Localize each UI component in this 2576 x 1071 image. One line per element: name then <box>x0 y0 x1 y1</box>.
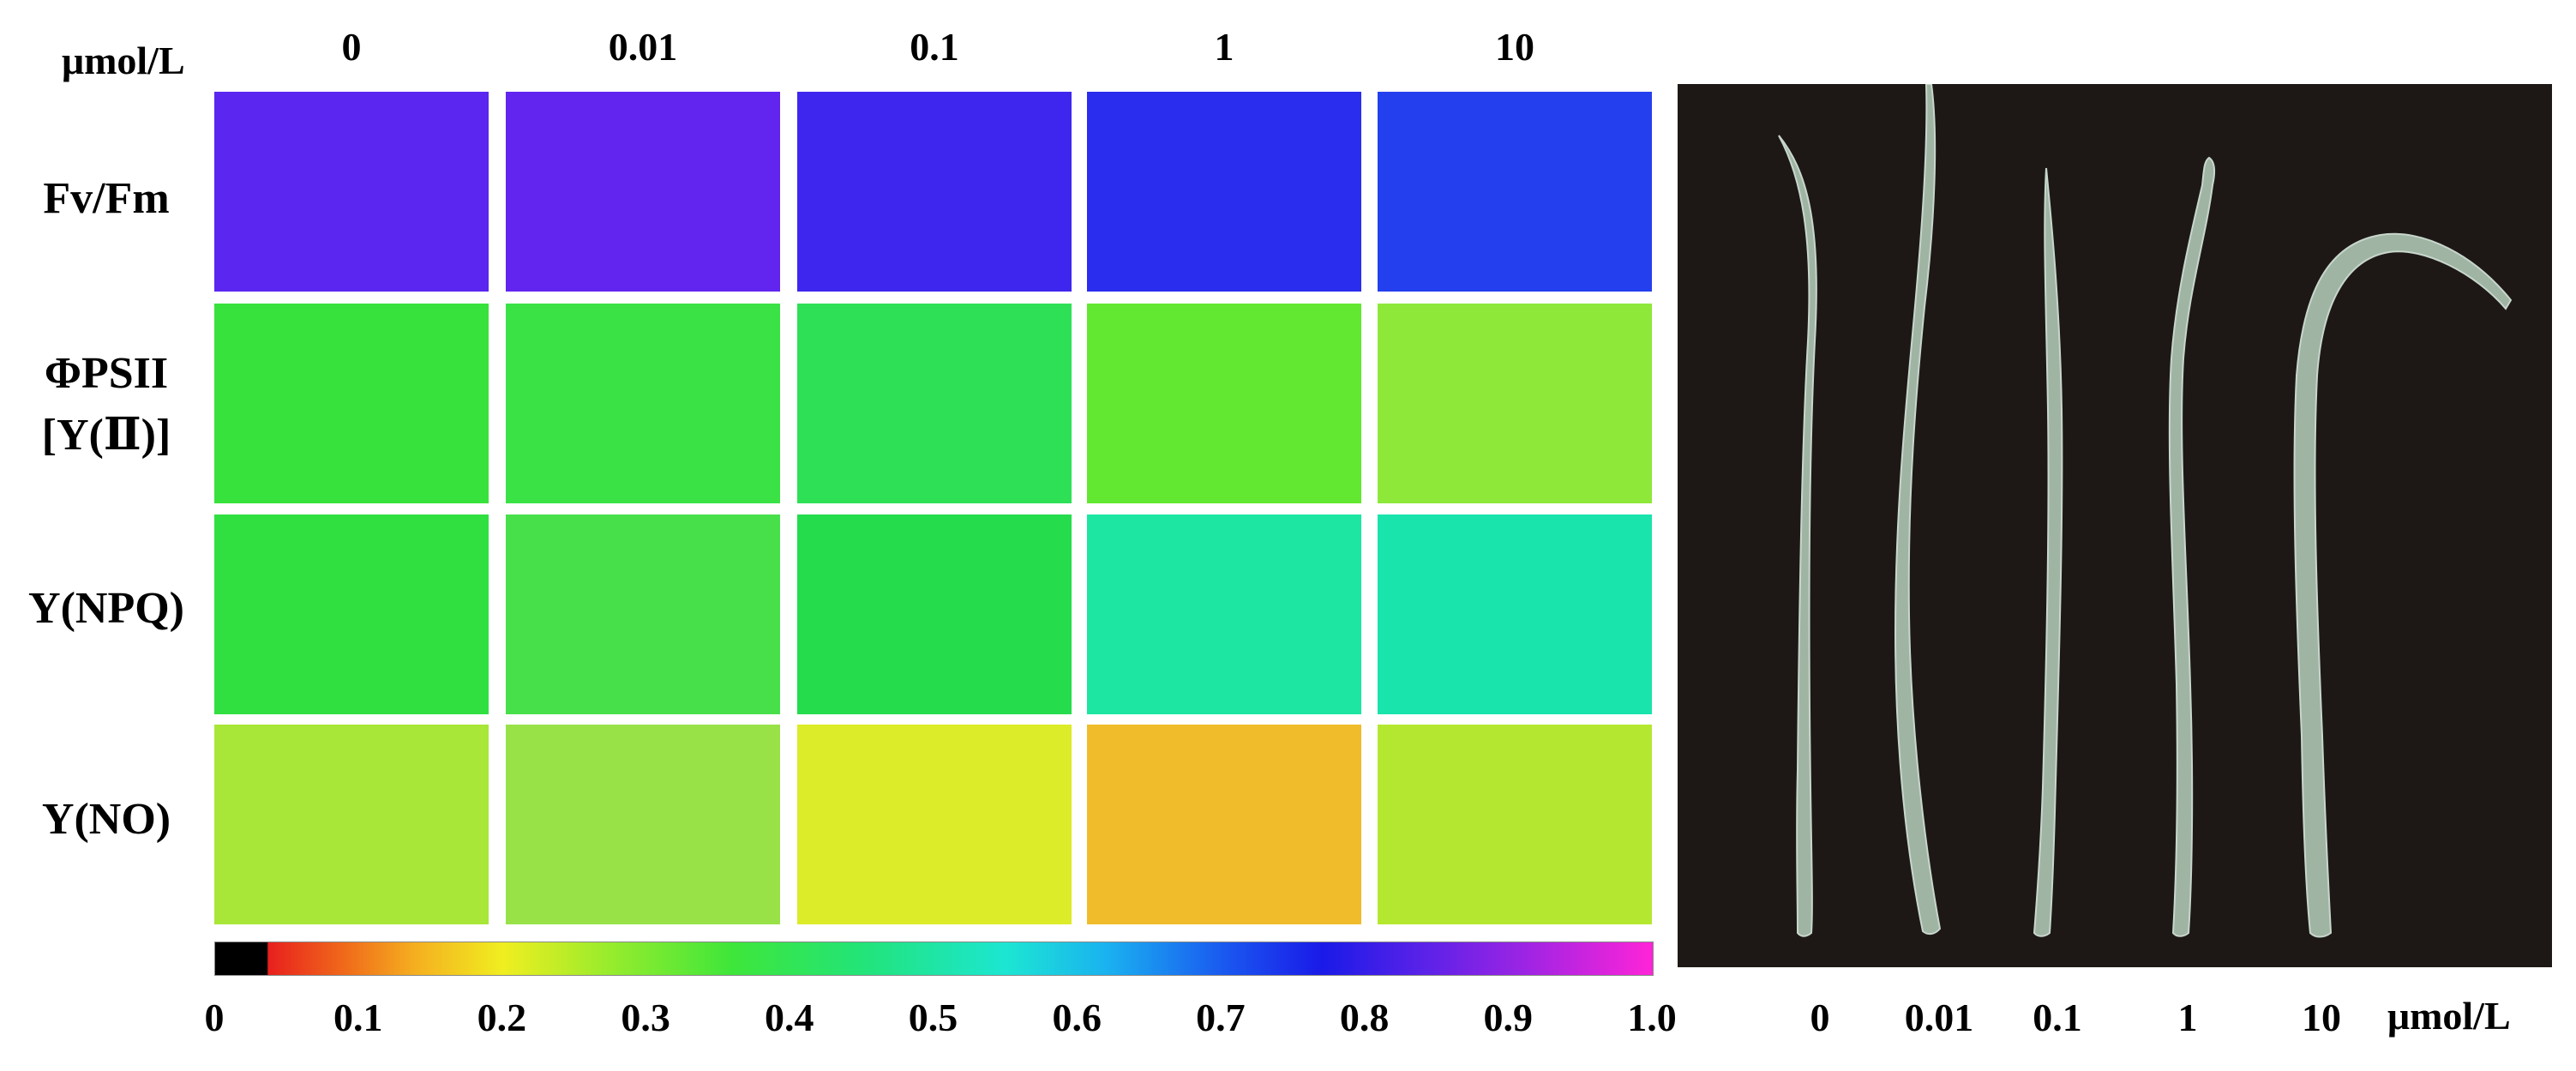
tile-phipsii-0-1 <box>797 304 1072 503</box>
tile-ynpq-1 <box>1087 514 1361 714</box>
color-scale-tick: 0.6 <box>1052 996 1102 1039</box>
tile-phipsii-1 <box>1087 304 1361 503</box>
tile-fvfm-10 <box>1378 92 1652 292</box>
row-label-yno: Y(NO) <box>0 789 213 851</box>
leaf-0-01 <box>1894 83 1942 936</box>
column-label-0: 0 <box>341 25 362 69</box>
photo-label-0-1: 0.1 <box>2033 996 2082 1039</box>
leaf-0-1 <box>2033 167 2063 937</box>
row-label-yno-line1: Y(NO) <box>41 795 171 844</box>
tile-yno-0-1 <box>797 725 1072 924</box>
tile-ynpq-10 <box>1378 514 1652 714</box>
tile-fvfm-0-01 <box>506 92 780 292</box>
color-scale-tick: 0 <box>204 996 225 1039</box>
tile-phipsii-10 <box>1378 304 1652 503</box>
tile-yno-0 <box>214 725 489 924</box>
leaf-1 <box>2168 156 2216 937</box>
column-label-1: 1 <box>1214 25 1234 69</box>
tile-phipsii-0-01 <box>506 304 780 503</box>
tile-yno-1 <box>1087 725 1361 924</box>
row-label-ynpq-line1: Y(NPQ) <box>28 584 184 633</box>
leaf-0 <box>1778 135 1817 937</box>
tile-fvfm-0-1 <box>797 92 1072 292</box>
column-label-10: 10 <box>1495 25 1534 69</box>
tile-ynpq-0-1 <box>797 514 1072 714</box>
row-label-phipsii: ΦPSII [Y(Ⅱ)] <box>0 343 213 466</box>
photo-label-1: 1 <box>2177 996 2198 1039</box>
tile-ynpq-0 <box>214 514 489 714</box>
color-scale-tick: 0.1 <box>333 996 383 1039</box>
color-scale-bar <box>214 942 1654 976</box>
photo-label-0: 0 <box>1810 996 1830 1039</box>
tile-yno-0-01 <box>506 725 780 924</box>
row-label-phipsii-line1: ΦPSII <box>44 349 169 398</box>
concentration-unit-label: μmol/L <box>62 39 185 82</box>
row-label-ynpq: Y(NPQ) <box>0 578 213 640</box>
leaf-photo-image <box>1778 83 2513 938</box>
tile-phipsii-0 <box>214 304 489 503</box>
leaf-photo-panel <box>1678 83 2552 967</box>
color-scale-tick: 1.0 <box>1627 996 1677 1039</box>
color-scale-tick: 0.4 <box>765 996 814 1039</box>
row-label-fvfm-line1: Fv/Fm <box>43 174 170 223</box>
photo-label-10: 10 <box>2302 996 2341 1039</box>
color-scale-tick: 0.7 <box>1196 996 1246 1039</box>
row-label-phipsii-line2: [Y(Ⅱ)] <box>41 411 171 460</box>
photo-label-0-01: 0.01 <box>1904 996 1974 1039</box>
column-label-0-01: 0.01 <box>608 25 678 69</box>
color-scale-tick: 0.3 <box>621 996 670 1039</box>
tile-yno-10 <box>1378 725 1652 924</box>
photo-unit-label: μmol/L <box>2387 994 2511 1038</box>
color-scale-tick: 0.8 <box>1339 996 1390 1039</box>
tile-ynpq-0-01 <box>506 514 780 714</box>
tile-fvfm-0 <box>214 92 489 292</box>
color-scale-tick: 0.9 <box>1483 996 1534 1039</box>
row-label-fvfm: Fv/Fm <box>0 168 213 230</box>
color-scale-tick: 0.5 <box>908 996 958 1039</box>
color-scale-tick: 0.2 <box>477 996 527 1039</box>
tile-fvfm-1 <box>1087 92 1361 292</box>
leaf-10 <box>2293 232 2513 938</box>
column-label-0-1: 0.1 <box>910 25 959 69</box>
